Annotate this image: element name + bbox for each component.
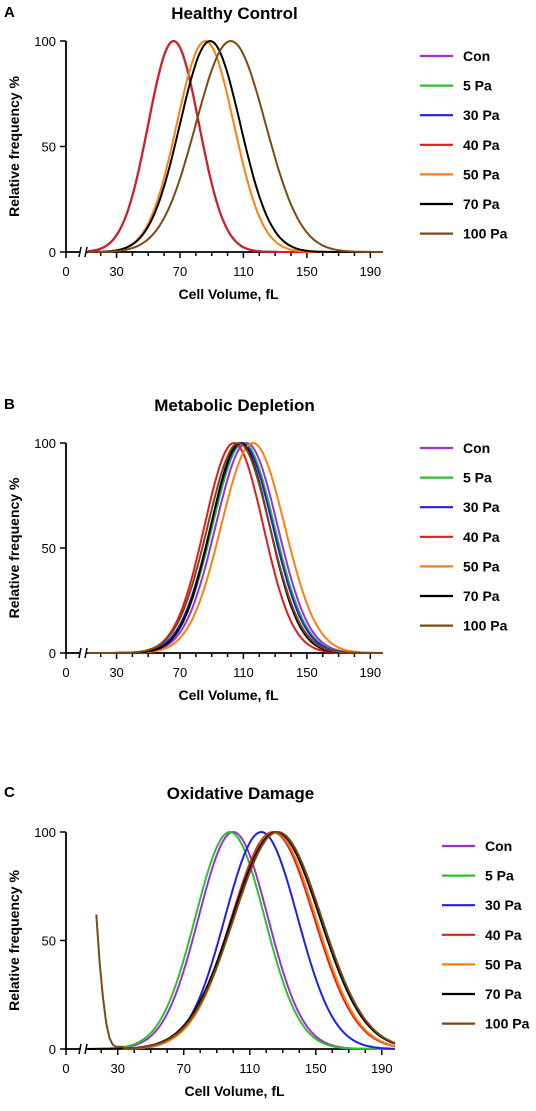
axis-break-mark: [78, 1043, 82, 1055]
legend-label: 50 Pa: [463, 166, 500, 182]
x-tick-label: 70: [176, 1061, 190, 1076]
y-tick-label: 100: [34, 825, 56, 840]
series-line-100-pa: [88, 441, 383, 654]
legend-label: 5 Pa: [463, 470, 492, 486]
axis-break-mark: [84, 647, 88, 659]
legend-label: Con: [485, 838, 512, 854]
chart-panel-a: A Healthy Control 0 50 100 0 30 70 110 150 190 Cell…: [4, 4, 508, 302]
axis-break-mark: [78, 647, 82, 659]
chart-title: Oxidative Damage: [167, 784, 314, 803]
chart-title: Healthy Control: [171, 4, 298, 23]
legend-label: 70 Pa: [463, 588, 500, 604]
x-tick-label: 190: [359, 264, 381, 279]
legend-label: 40 Pa: [485, 927, 522, 943]
x-tick-label: 150: [305, 1061, 327, 1076]
x-axis-label: Cell Volume, fL: [178, 286, 279, 302]
y-tick-label: 0: [49, 245, 56, 260]
x-tick-label: 110: [233, 264, 254, 279]
chart-panel-c: C Oxidative Damage 0 50 100 0 30 70 110 150 190 Cel…: [4, 784, 530, 1099]
x-tick-label: 190: [359, 665, 381, 680]
series-line-70-pa: [88, 39, 383, 253]
legend-label: Con: [463, 48, 490, 64]
series-line-40-pa: [87, 39, 383, 253]
x-tick-label: 70: [173, 264, 187, 279]
x-axis-label: Cell Volume, fL: [178, 687, 279, 703]
y-axis-label: Relative frequency %: [6, 870, 22, 1011]
legend-label: 30 Pa: [463, 107, 500, 123]
legend-label: 100 Pa: [485, 1016, 530, 1032]
x-tick-label: 0: [62, 264, 69, 279]
legend-label: 40 Pa: [463, 529, 500, 545]
y-tick-label: 0: [49, 1042, 56, 1057]
y-tick-label: 50: [42, 541, 56, 556]
series-line-100-pa: [95, 830, 396, 1050]
panel-letter: B: [4, 396, 15, 413]
legend-label: 5 Pa: [485, 868, 514, 884]
chart-panel-b: B Metabolic Depletion 0 50 100 0 30 70 110 150 190…: [4, 396, 508, 703]
series-line-50-pa: [88, 441, 384, 654]
legend-label: 100 Pa: [463, 618, 508, 634]
x-tick-label: 150: [296, 264, 318, 279]
x-tick-label: 70: [173, 665, 187, 680]
y-tick-label: 50: [42, 140, 56, 155]
series-line-5-pa: [87, 830, 395, 1050]
legend-label: 40 Pa: [463, 137, 500, 153]
legend-label: 30 Pa: [463, 499, 500, 515]
x-tick-label: 190: [371, 1061, 393, 1076]
series-line-30-pa: [88, 830, 396, 1050]
x-tick-label: 30: [109, 264, 123, 279]
legend-label: Con: [463, 440, 490, 456]
x-tick-label: 110: [239, 1061, 260, 1076]
series-line-100-pa: [87, 39, 383, 253]
panel-letter: A: [4, 4, 15, 21]
x-tick-label: 30: [110, 1061, 124, 1076]
legend-label: 30 Pa: [485, 897, 522, 913]
x-axis-label: Cell Volume, fL: [184, 1083, 285, 1099]
legend-label: 70 Pa: [485, 986, 522, 1002]
axis-break-mark: [84, 246, 88, 258]
legend-label: 5 Pa: [463, 78, 492, 94]
axis-break-mark: [78, 246, 82, 258]
x-tick-label: 30: [109, 665, 123, 680]
x-tick-label: 110: [233, 665, 254, 680]
x-tick-label: 0: [62, 1061, 69, 1076]
series-line-50-pa: [87, 39, 383, 253]
y-tick-label: 50: [42, 934, 56, 949]
y-axis-label: Relative frequency %: [6, 76, 22, 217]
x-tick-label: 0: [62, 665, 69, 680]
chart-title: Metabolic Depletion: [154, 396, 315, 415]
y-tick-label: 100: [34, 34, 56, 49]
legend-label: 70 Pa: [463, 196, 500, 212]
series-line-30-pa: [87, 39, 383, 253]
legend-label: 50 Pa: [485, 956, 522, 972]
series-line-5-pa: [87, 39, 383, 253]
axis-break-mark: [84, 1043, 88, 1055]
legend-label: 50 Pa: [463, 558, 500, 574]
series-line-con: [87, 39, 383, 253]
x-tick-label: 150: [296, 665, 318, 680]
legend-label: 100 Pa: [463, 226, 508, 242]
panel-letter: C: [4, 784, 15, 801]
y-tick-label: 0: [49, 646, 56, 661]
y-axis-label: Relative frequency %: [6, 477, 22, 618]
y-tick-label: 100: [34, 436, 56, 451]
